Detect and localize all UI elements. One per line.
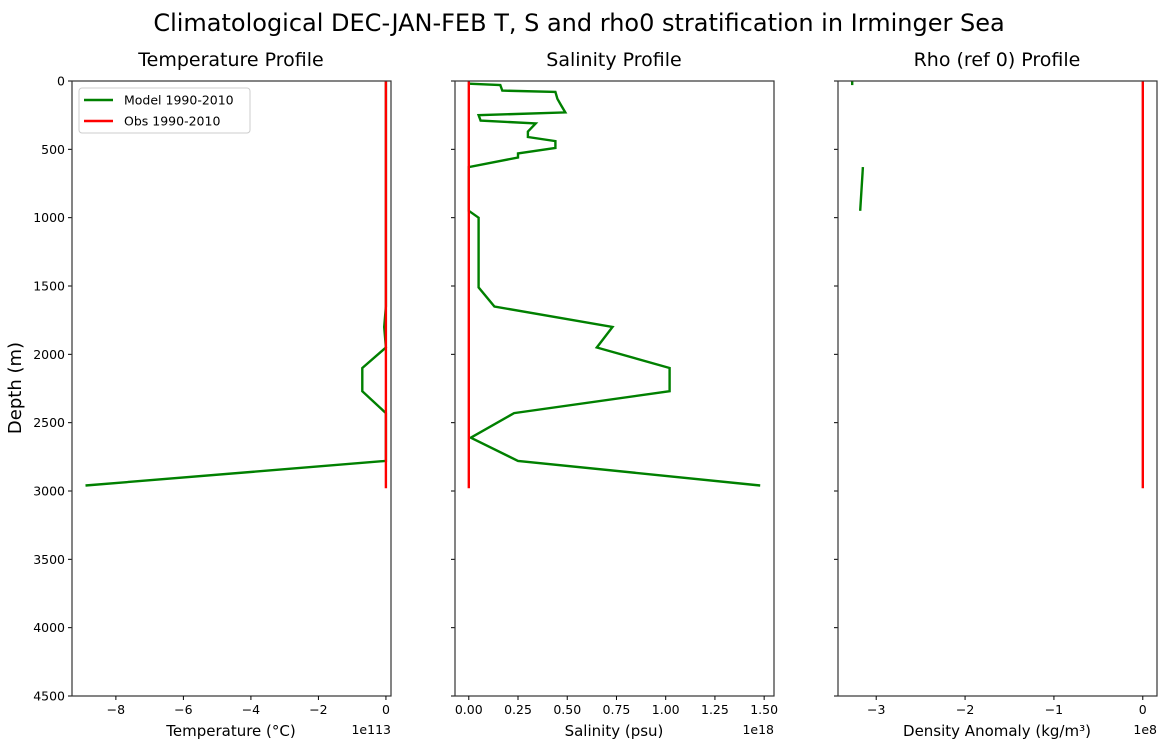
y-tick-label: 3000 — [33, 484, 65, 499]
temperature-plot-area — [72, 81, 391, 696]
y-tick-label: 3500 — [33, 552, 65, 567]
y-axis-label: Depth (m) — [5, 342, 26, 434]
x-tick-label: 1.00 — [652, 702, 680, 717]
temperature-offset-text: 1e113 — [351, 722, 391, 737]
salinity-axes-frame — [454, 80, 775, 697]
x-tick-label: 0.50 — [553, 702, 581, 717]
legend-model-label: Model 1990-2010 — [124, 93, 234, 108]
model-line — [859, 167, 865, 211]
y-tick-label: 4500 — [33, 689, 65, 704]
salinity-x-ticks: 0.00 0.25 0.50 0.75 1.00 1.25 1.50 — [455, 696, 778, 717]
y-tick-label: 500 — [41, 142, 65, 157]
y-tick-label: 1500 — [33, 279, 65, 294]
temperature-x-ticks: −8 −6 −4 −2 0 — [107, 696, 390, 717]
model-line — [467, 82, 761, 487]
temperature-x-label: Temperature (°C) — [165, 722, 295, 740]
x-tick-label: 0 — [1139, 702, 1147, 717]
x-tick-label: −1 — [1045, 702, 1063, 717]
rho-y-ticks — [834, 80, 838, 697]
legend-obs-label: Obs 1990-2010 — [124, 114, 220, 129]
salinity-x-label: Salinity (psu) — [565, 722, 664, 740]
x-tick-label: −3 — [867, 702, 885, 717]
figure-suptitle: Climatological DEC-JAN-FEB T, S and rho0… — [153, 9, 1004, 37]
x-tick-label: −2 — [956, 702, 974, 717]
rho-lines — [851, 81, 1145, 489]
legend: Model 1990-2010 Obs 1990-2010 — [78, 87, 251, 134]
salinity-title: Salinity Profile — [546, 49, 681, 71]
rho-x-ticks: −3 −2 −1 0 — [867, 696, 1147, 717]
x-tick-label: 1.25 — [701, 702, 729, 717]
y-tick-label: 2500 — [33, 415, 65, 430]
rho-panel: Rho (ref 0) Profile −3 −2 −1 0 Density Anom… — [834, 49, 1158, 740]
temperature-title: Temperature Profile — [137, 49, 323, 71]
rho-title: Rho (ref 0) Profile — [914, 49, 1081, 71]
x-tick-label: 0 — [382, 702, 390, 717]
salinity-y-ticks — [451, 80, 455, 697]
rho-offset-text: 1e8 — [1133, 722, 1157, 737]
y-tick-label: 1000 — [33, 210, 65, 225]
y-tick-label: 0 — [57, 74, 65, 89]
x-tick-label: −4 — [242, 702, 260, 717]
temperature-axes-frame — [71, 80, 392, 697]
legend-frame — [78, 87, 251, 134]
x-tick-label: 0.25 — [504, 702, 532, 717]
x-tick-label: 0.00 — [455, 702, 483, 717]
y-tick-label: 4000 — [33, 620, 65, 635]
rho-x-label: Density Anomaly (kg/m³) — [903, 722, 1091, 740]
rho-axes-frame — [837, 80, 1158, 697]
salinity-lines — [467, 81, 761, 489]
temperature-lines — [85, 81, 388, 489]
salinity-offset-text: 1e18 — [742, 722, 774, 737]
y-tick-label: 2000 — [33, 347, 65, 362]
x-tick-label: −2 — [309, 702, 327, 717]
x-tick-label: −8 — [107, 702, 125, 717]
temperature-panel: Temperature Profile 0 500 1000 1500 2000 2500… — [33, 49, 392, 740]
x-tick-label: 0.75 — [603, 702, 631, 717]
y-tick-labels: 0 500 1000 1500 2000 2500 3000 3500 4000 4500 — [33, 74, 72, 704]
x-tick-label: −6 — [174, 702, 192, 717]
x-tick-label: 1.50 — [750, 702, 778, 717]
salinity-panel: Salinity Profile 0.00 0.25 0.50 0.75 1.00 1.2… — [451, 49, 778, 740]
